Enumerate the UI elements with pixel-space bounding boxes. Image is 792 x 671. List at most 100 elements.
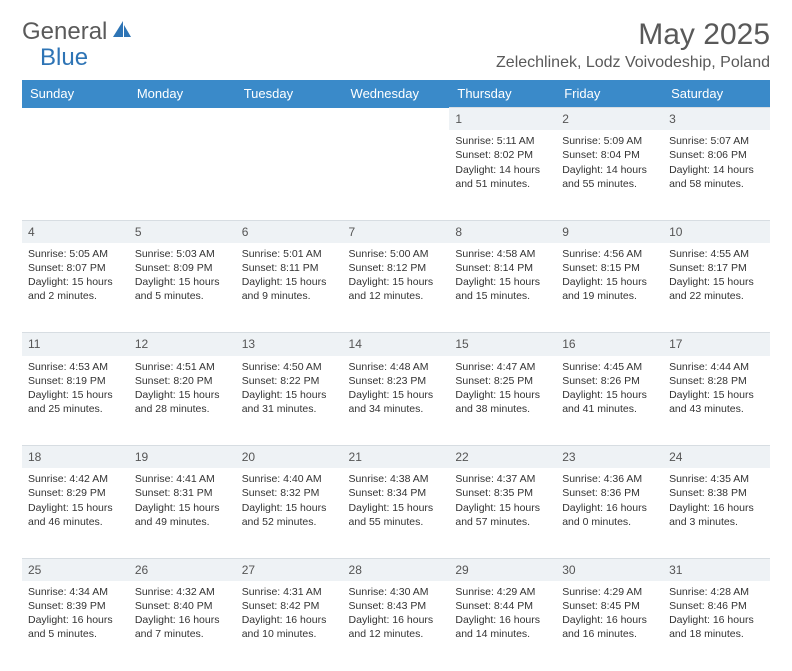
day-number: 9 (556, 220, 663, 243)
day-cell: Sunrise: 4:37 AMSunset: 8:35 PMDaylight:… (449, 468, 556, 558)
day-cell: Sunrise: 4:56 AMSunset: 8:15 PMDaylight:… (556, 243, 663, 333)
day-sunset: Sunset: 8:06 PM (669, 148, 764, 162)
day-sunrise: Sunrise: 4:37 AM (455, 472, 550, 486)
day-day2: and 58 minutes. (669, 177, 764, 191)
day-sunrise: Sunrise: 4:30 AM (349, 585, 444, 599)
day-day1: Daylight: 16 hours (349, 613, 444, 627)
day-cell: Sunrise: 5:01 AMSunset: 8:11 PMDaylight:… (236, 243, 343, 333)
day-day2: and 5 minutes. (28, 627, 123, 641)
day-sunset: Sunset: 8:35 PM (455, 486, 550, 500)
logo-text-general: General (22, 18, 107, 46)
day-sunset: Sunset: 8:31 PM (135, 486, 230, 500)
day-sunrise: Sunrise: 4:36 AM (562, 472, 657, 486)
day-day1: Daylight: 15 hours (349, 275, 444, 289)
day-number: 8 (449, 220, 556, 243)
day-sunrise: Sunrise: 4:55 AM (669, 247, 764, 261)
day-number: 1 (449, 108, 556, 131)
day-sunset: Sunset: 8:42 PM (242, 599, 337, 613)
day-sunrise: Sunrise: 4:45 AM (562, 360, 657, 374)
day-sunrise: Sunrise: 4:48 AM (349, 360, 444, 374)
day-cell: Sunrise: 4:44 AMSunset: 8:28 PMDaylight:… (663, 356, 770, 446)
day-day2: and 0 minutes. (562, 515, 657, 529)
day-sunrise: Sunrise: 4:51 AM (135, 360, 230, 374)
day-cell: Sunrise: 4:41 AMSunset: 8:31 PMDaylight:… (129, 468, 236, 558)
day-number: 17 (663, 333, 770, 356)
day-day2: and 34 minutes. (349, 402, 444, 416)
day-number (129, 108, 236, 131)
day-cell: Sunrise: 4:40 AMSunset: 8:32 PMDaylight:… (236, 468, 343, 558)
day-number: 2 (556, 108, 663, 131)
day-day2: and 18 minutes. (669, 627, 764, 641)
day-sunrise: Sunrise: 5:05 AM (28, 247, 123, 261)
day-day1: Daylight: 15 hours (28, 501, 123, 515)
day-sunrise: Sunrise: 5:03 AM (135, 247, 230, 261)
weekday-header: Friday (556, 80, 663, 108)
day-number: 26 (129, 558, 236, 581)
day-sunrise: Sunrise: 4:31 AM (242, 585, 337, 599)
day-sunrise: Sunrise: 5:09 AM (562, 134, 657, 148)
day-cell: Sunrise: 4:32 AMSunset: 8:40 PMDaylight:… (129, 581, 236, 671)
day-number: 14 (343, 333, 450, 356)
day-sunset: Sunset: 8:20 PM (135, 374, 230, 388)
day-cell: Sunrise: 5:11 AMSunset: 8:02 PMDaylight:… (449, 130, 556, 220)
day-sunset: Sunset: 8:26 PM (562, 374, 657, 388)
day-number (343, 108, 450, 131)
day-cell: Sunrise: 5:05 AMSunset: 8:07 PMDaylight:… (22, 243, 129, 333)
day-cell: Sunrise: 4:35 AMSunset: 8:38 PMDaylight:… (663, 468, 770, 558)
day-sunset: Sunset: 8:04 PM (562, 148, 657, 162)
day-day2: and 51 minutes. (455, 177, 550, 191)
day-sunset: Sunset: 8:14 PM (455, 261, 550, 275)
day-day1: Daylight: 15 hours (135, 501, 230, 515)
day-sunrise: Sunrise: 4:32 AM (135, 585, 230, 599)
day-sunrise: Sunrise: 4:53 AM (28, 360, 123, 374)
day-sunrise: Sunrise: 4:44 AM (669, 360, 764, 374)
weekday-header: Thursday (449, 80, 556, 108)
day-day2: and 7 minutes. (135, 627, 230, 641)
day-number: 18 (22, 446, 129, 469)
day-sunrise: Sunrise: 4:38 AM (349, 472, 444, 486)
day-day1: Daylight: 15 hours (242, 388, 337, 402)
day-day2: and 57 minutes. (455, 515, 550, 529)
day-sunrise: Sunrise: 4:56 AM (562, 247, 657, 261)
day-day1: Daylight: 15 hours (135, 388, 230, 402)
month-title: May 2025 (496, 18, 770, 52)
weekday-header: Wednesday (343, 80, 450, 108)
day-sunrise: Sunrise: 5:01 AM (242, 247, 337, 261)
day-day1: Daylight: 15 hours (135, 275, 230, 289)
day-number: 13 (236, 333, 343, 356)
day-day2: and 43 minutes. (669, 402, 764, 416)
day-cell: Sunrise: 4:53 AMSunset: 8:19 PMDaylight:… (22, 356, 129, 446)
day-day1: Daylight: 15 hours (349, 501, 444, 515)
day-day2: and 10 minutes. (242, 627, 337, 641)
day-cell: Sunrise: 4:47 AMSunset: 8:25 PMDaylight:… (449, 356, 556, 446)
day-cell: Sunrise: 4:51 AMSunset: 8:20 PMDaylight:… (129, 356, 236, 446)
daynum-row: 45678910 (22, 220, 770, 243)
day-sunset: Sunset: 8:22 PM (242, 374, 337, 388)
daynum-row: 123 (22, 108, 770, 131)
day-sunset: Sunset: 8:07 PM (28, 261, 123, 275)
day-number: 23 (556, 446, 663, 469)
day-number: 30 (556, 558, 663, 581)
day-cell: Sunrise: 5:03 AMSunset: 8:09 PMDaylight:… (129, 243, 236, 333)
day-cell: Sunrise: 5:07 AMSunset: 8:06 PMDaylight:… (663, 130, 770, 220)
day-number: 27 (236, 558, 343, 581)
day-sunset: Sunset: 8:29 PM (28, 486, 123, 500)
day-sunrise: Sunrise: 4:47 AM (455, 360, 550, 374)
day-number: 4 (22, 220, 129, 243)
day-cell (236, 130, 343, 220)
day-cell: Sunrise: 4:28 AMSunset: 8:46 PMDaylight:… (663, 581, 770, 671)
day-sunrise: Sunrise: 4:41 AM (135, 472, 230, 486)
day-number: 6 (236, 220, 343, 243)
day-sunset: Sunset: 8:12 PM (349, 261, 444, 275)
day-cell: Sunrise: 4:29 AMSunset: 8:44 PMDaylight:… (449, 581, 556, 671)
day-content-row: Sunrise: 4:53 AMSunset: 8:19 PMDaylight:… (22, 356, 770, 446)
day-sunset: Sunset: 8:38 PM (669, 486, 764, 500)
logo: General (22, 18, 135, 46)
day-number: 29 (449, 558, 556, 581)
day-cell: Sunrise: 4:29 AMSunset: 8:45 PMDaylight:… (556, 581, 663, 671)
day-cell: Sunrise: 4:45 AMSunset: 8:26 PMDaylight:… (556, 356, 663, 446)
day-day2: and 22 minutes. (669, 289, 764, 303)
day-cell: Sunrise: 5:09 AMSunset: 8:04 PMDaylight:… (556, 130, 663, 220)
day-number: 31 (663, 558, 770, 581)
day-day2: and 5 minutes. (135, 289, 230, 303)
